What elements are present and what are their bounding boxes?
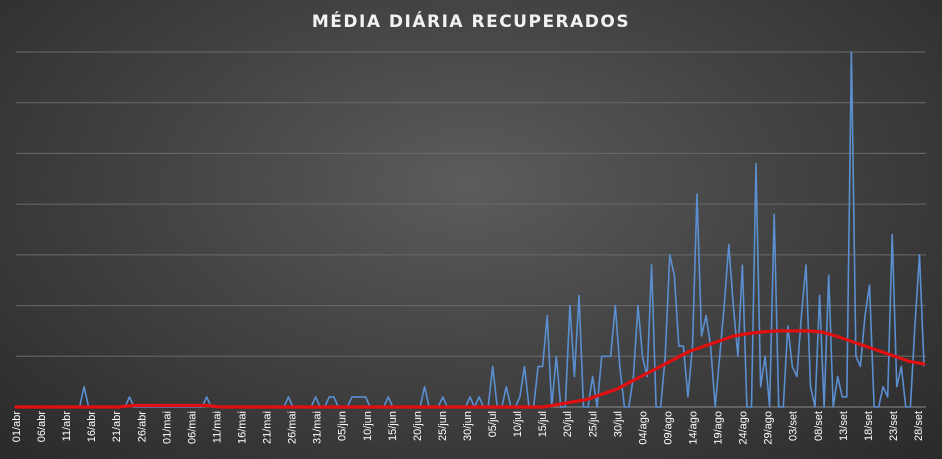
x-tick-label: 11/mai <box>211 411 223 443</box>
trend-series-line <box>14 329 926 409</box>
x-tick-label: 16/abr <box>86 411 98 443</box>
x-tick-label: 25/jul <box>587 411 599 437</box>
x-tick-label: 16/mai <box>237 411 249 444</box>
x-tick-label: 23/set <box>888 411 900 441</box>
x-tick-label: 10/jul <box>512 411 524 437</box>
x-tick-label: 25/jun <box>437 411 449 441</box>
x-tick-label: 05/jul <box>487 411 499 437</box>
x-tick-label: 18/set <box>863 411 875 441</box>
x-tick-label: 05/jun <box>337 411 349 441</box>
x-tick-label: 26/abr <box>136 411 148 443</box>
x-tick-label: 01/abr <box>11 411 23 443</box>
x-tick-label: 14/ago <box>688 411 700 445</box>
x-tick-label: 26/mai <box>287 411 299 444</box>
x-tick-label: 01/mai <box>161 411 173 444</box>
x-tick-label: 08/set <box>813 411 825 441</box>
x-tick-label: 09/ago <box>662 411 674 445</box>
x-tick-label: 28/set <box>913 411 925 441</box>
x-tick-label: 10/jun <box>362 411 374 441</box>
chart-title: MÉDIA DIÁRIA RECUPERADOS <box>311 12 631 32</box>
x-tick-label: 06/mai <box>186 411 198 444</box>
daily-series-line <box>16 51 925 408</box>
x-tick-label: 04/ago <box>637 411 649 445</box>
x-tick-label: 29/ago <box>763 411 775 445</box>
x-tick-label: 19/ago <box>713 411 725 445</box>
x-tick-label: 03/set <box>788 411 800 441</box>
x-tick-label: 13/set <box>838 411 850 441</box>
x-tick-label: 24/ago <box>738 411 750 445</box>
x-tick-label: 30/jun <box>462 411 474 441</box>
x-tick-label: 11/abr <box>61 411 73 442</box>
x-tick-label: 06/abr <box>36 411 48 443</box>
x-tick-label: 15/jul <box>537 411 549 437</box>
x-tick-label: 21/mai <box>262 411 274 444</box>
x-tick-label: 21/abr <box>111 411 123 443</box>
x-tick-label: 30/jul <box>612 411 624 437</box>
x-tick-label: 31/mai <box>312 411 324 444</box>
x-tick-label: 20/jul <box>562 411 574 437</box>
x-tick-label: 15/jun <box>387 411 399 441</box>
x-tick-label: 20/jun <box>412 411 424 441</box>
